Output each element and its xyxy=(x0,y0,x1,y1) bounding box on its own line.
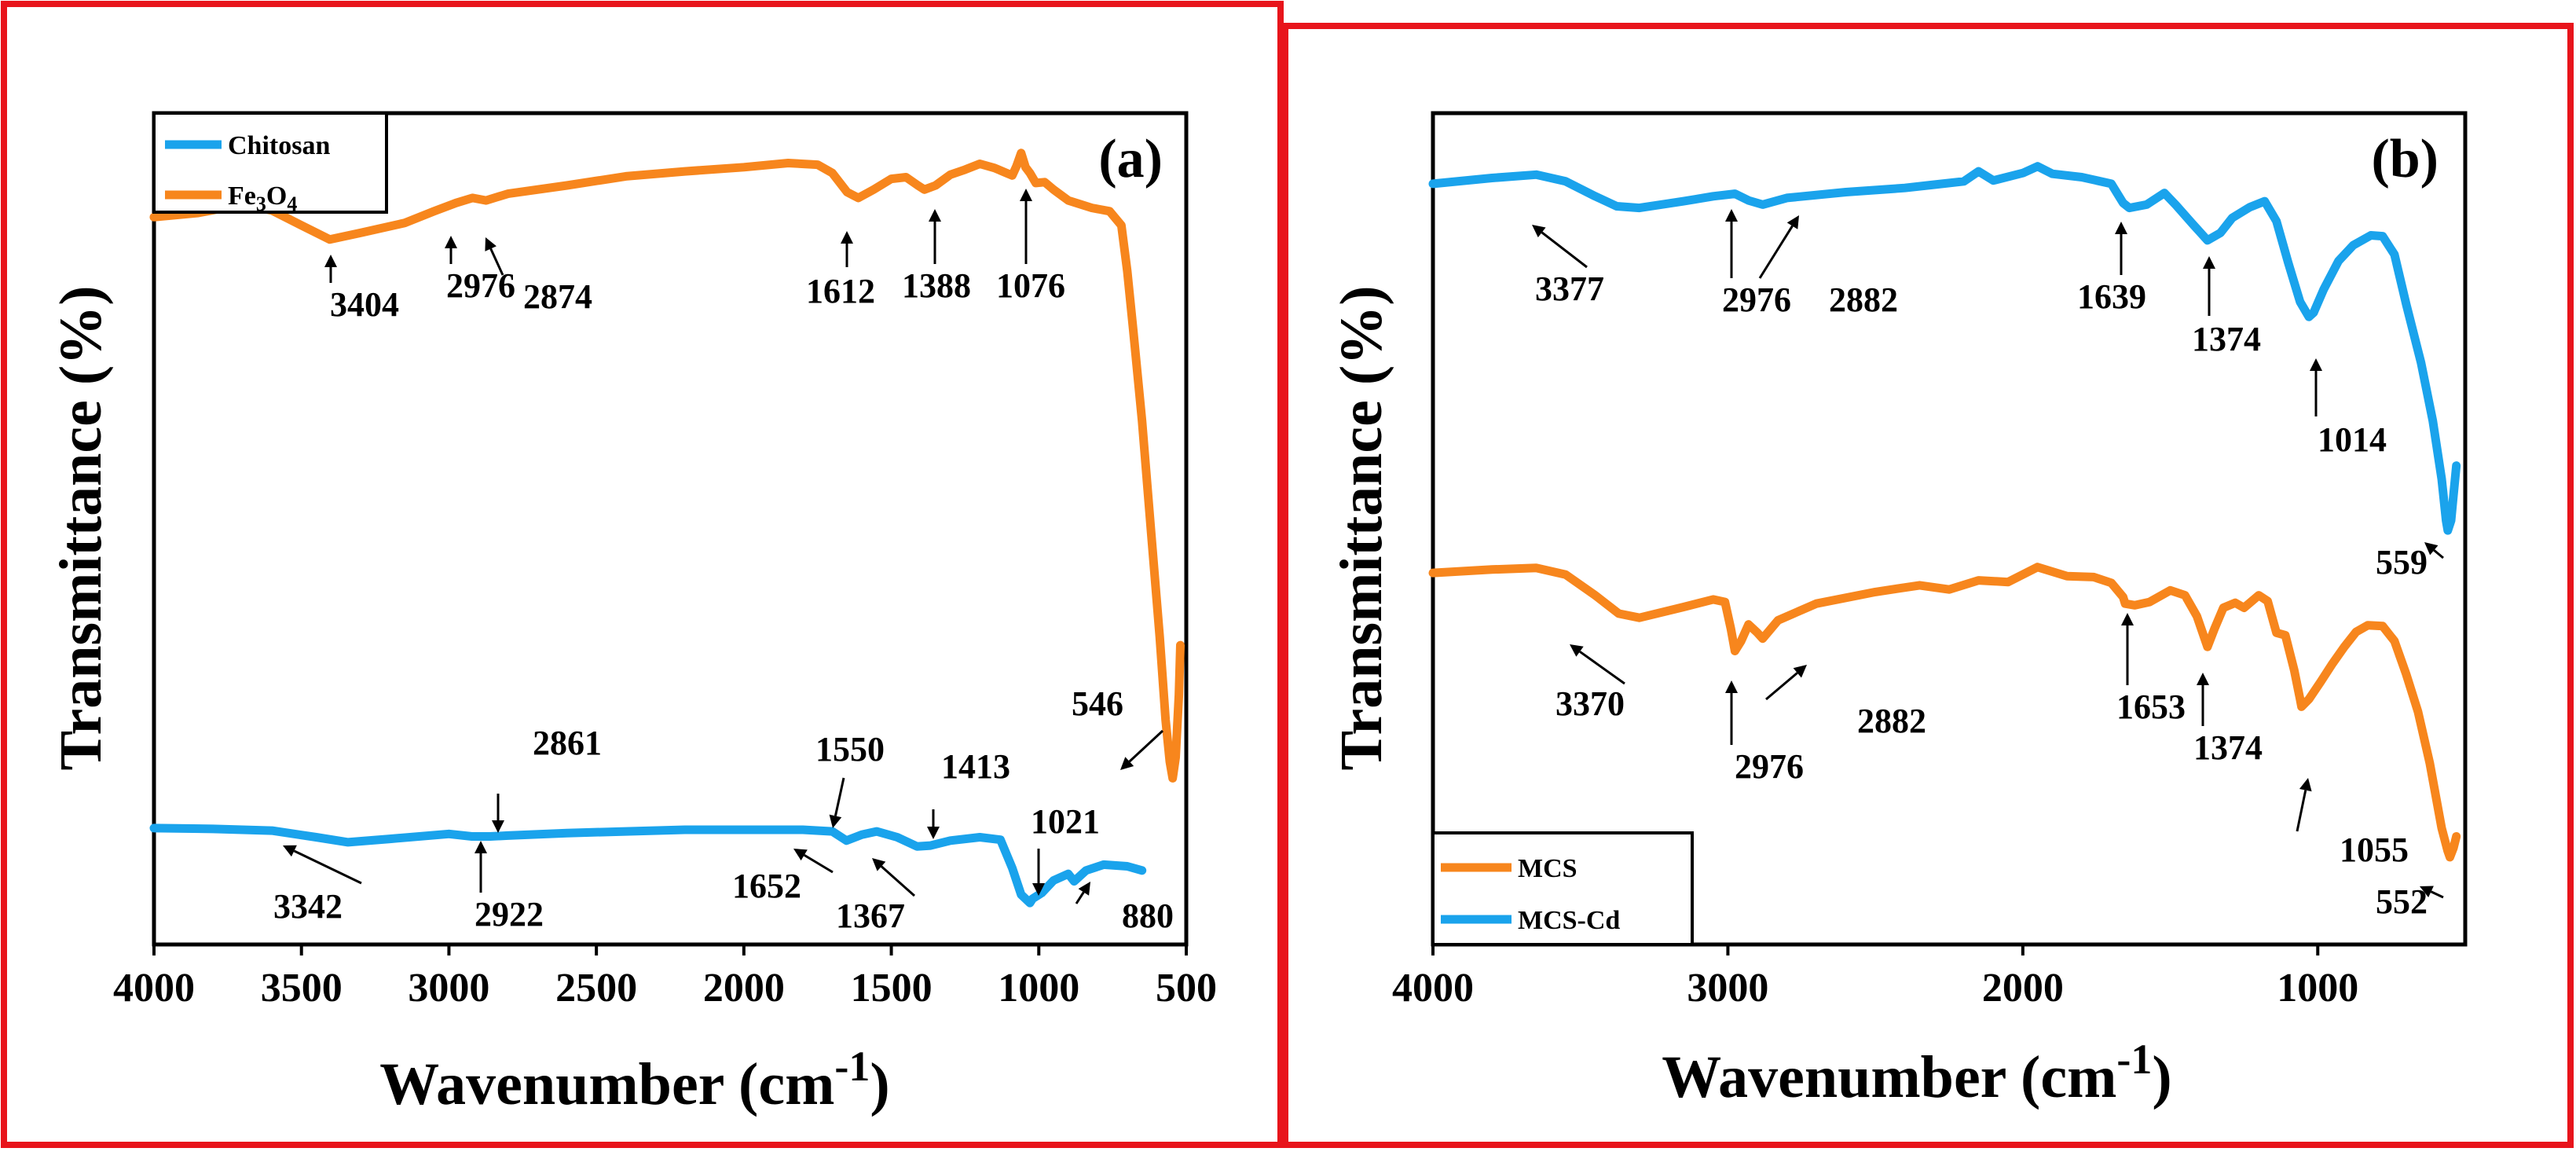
panel-a-peak-arrow xyxy=(1020,189,1032,264)
panel-a-peak-label: 1367 xyxy=(836,897,905,935)
panel-b-peak-arrow xyxy=(2203,256,2215,316)
panel-b-peak-arrow xyxy=(1725,680,1738,745)
panel-b-peak-arrow xyxy=(2121,613,2134,685)
panel-b-peak-label: 2976 xyxy=(1735,747,1804,786)
panel-a-legend: Chitosan Fe3O4 xyxy=(152,112,388,215)
panel-b-x-tick-label: 2000 xyxy=(1982,966,2064,1010)
panel-a-x-tick-label: 1000 xyxy=(998,966,1079,1010)
panel-a-peak-label: 1021 xyxy=(1031,802,1100,841)
panel-b-x-axis-title: Wavenumber (cm-1) xyxy=(1662,1036,2171,1110)
panel-a-peak-arrow xyxy=(1120,729,1164,770)
panel-a: 4000 3500 3000 2500 2000 1500 1000 500 Wavenumbe… xyxy=(48,111,1217,1117)
panel-a-peak-arrow xyxy=(1032,849,1045,896)
panel-b-y-axis-title: Transmittance (%) xyxy=(1328,285,1394,770)
panel-a-plot-frame xyxy=(152,111,1189,947)
panel-b-peak-label: 1055 xyxy=(2340,831,2409,869)
panel-b-x-tick-label: 4000 xyxy=(1392,966,1474,1010)
panel-a-legend-label: Fe3O4 xyxy=(228,182,297,215)
panel-a-peak-arrow xyxy=(829,777,845,828)
panel-a-peak-label: 2976 xyxy=(446,266,515,305)
panel-a-peak-label: 2874 xyxy=(523,277,592,316)
panel-b-legend-box xyxy=(1431,831,1694,946)
panel-b-panel-tag: (b) xyxy=(2371,129,2439,189)
panel-a-legend-label: Chitosan xyxy=(228,131,330,160)
panel-a-x-tick-label: 3000 xyxy=(408,966,489,1010)
panel-a-peak-arrow xyxy=(927,809,940,839)
panel-a-peak-label: 1550 xyxy=(815,730,885,768)
panel-a-red-frame xyxy=(1,1,1284,1148)
panel-a-peak-label: 3404 xyxy=(330,285,399,324)
panel-b-peak-label: 3370 xyxy=(1555,684,1625,723)
panel-b-peak-label: 1374 xyxy=(2193,728,2263,767)
panel-a-peak-arrow xyxy=(324,255,337,283)
panel-b-peak-label: 552 xyxy=(2376,882,2428,921)
panel-b-legend-label: MCS-Cd xyxy=(1518,906,1620,935)
panel-b-legend-label: MCS xyxy=(1518,854,1577,883)
panel-a-peak-label: 1388 xyxy=(902,266,971,305)
panel-b-x-tick-label: 3000 xyxy=(1687,966,1768,1010)
panel-b-peak-arrow xyxy=(2310,358,2322,416)
panel-b-peak-arrow xyxy=(2296,778,2312,832)
panel-b-plot-frame xyxy=(1431,111,2468,947)
panel-a-peak-label: 546 xyxy=(1072,684,1123,723)
panel-b-red-frame xyxy=(1282,23,2574,1148)
panel-b: 4000 3000 2000 1000 Wavenumber (cm-1) Transmi… xyxy=(1328,111,2468,1110)
panel-a-peak-arrow xyxy=(475,841,487,893)
panel-a-peak-arrow xyxy=(1075,882,1090,904)
panel-a-x-tick-label: 1500 xyxy=(851,966,933,1010)
panel-a-peak-arrow xyxy=(485,237,504,276)
panel-b-peak-label: 1653 xyxy=(2116,688,2186,726)
panel-a-peak-arrow xyxy=(872,858,915,897)
panel-b-legend: MCS MCS-Cd xyxy=(1431,831,1694,946)
panel-b-peak-label: 3377 xyxy=(1535,270,1604,308)
panel-a-y-axis-title: Transmittance (%) xyxy=(48,285,114,770)
panel-b-peak-arrow xyxy=(2115,222,2127,275)
panel-a-series-line-chitosan xyxy=(149,823,1147,908)
panel-b-peak-label: 1639 xyxy=(2077,277,2146,316)
panel-b-peak-arrow xyxy=(2424,542,2444,559)
panel-a-peak-label: 1652 xyxy=(732,867,801,905)
panel-a-peak-label: 1413 xyxy=(941,747,1010,786)
panel-b-peak-label: 2882 xyxy=(1857,702,1926,740)
panel-a-peak-arrow xyxy=(929,209,941,264)
panel-a-peak-arrow xyxy=(793,849,834,874)
panel-b-peak-label: 2976 xyxy=(1722,281,1791,319)
panel-a-peak-label: 2861 xyxy=(533,724,602,762)
panel-a-peak-arrow xyxy=(445,236,457,264)
panel-a-peak-label: 880 xyxy=(1122,897,1174,935)
panel-b-peak-label: 1014 xyxy=(2318,420,2387,459)
panel-a-peak-label: 2922 xyxy=(475,895,544,933)
panel-a-peak-label: 1076 xyxy=(996,266,1065,305)
panel-a-x-tick-label: 4000 xyxy=(113,966,195,1010)
panel-a-panel-tag: (a) xyxy=(1098,129,1163,189)
panel-a-x-tick-label: 3500 xyxy=(261,966,343,1010)
panel-a-x-tick-label: 2500 xyxy=(555,966,637,1010)
panel-b-peak-arrow xyxy=(1570,644,1625,685)
panel-a-peak-arrow xyxy=(841,231,853,267)
panel-b-series-line-mcs-cd xyxy=(1428,162,2461,535)
panel-a-peak-label: 3342 xyxy=(273,887,343,926)
panel-a-peak-label: 1612 xyxy=(806,272,875,310)
panel-a-x-tick-label: 500 xyxy=(1156,966,1217,1010)
panel-b-peak-label: 1374 xyxy=(2192,320,2261,358)
panel-b-series-line-mcs xyxy=(1428,563,2461,862)
panel-b-peak-arrow xyxy=(1725,209,1738,278)
panel-a-x-tick-label: 2000 xyxy=(703,966,785,1010)
panel-b-peak-arrow xyxy=(2420,886,2444,899)
panel-a-peak-arrow xyxy=(492,794,504,833)
panel-b-peak-arrow xyxy=(1532,225,1588,269)
panel-b-peak-arrow xyxy=(2197,673,2209,726)
panel-b-peak-arrow xyxy=(1765,665,1807,701)
panel-b-peak-arrow xyxy=(1758,215,1799,279)
panel-a-peak-arrow xyxy=(283,845,362,885)
panel-a-series-line-fe3o4 xyxy=(149,149,1185,783)
panel-b-peak-label: 559 xyxy=(2376,543,2428,581)
panel-a-x-axis-title: Wavenumber (cm-1) xyxy=(379,1043,889,1117)
panel-b-peak-label: 2882 xyxy=(1829,281,1898,319)
panel-b-x-tick-label: 1000 xyxy=(2277,966,2358,1010)
